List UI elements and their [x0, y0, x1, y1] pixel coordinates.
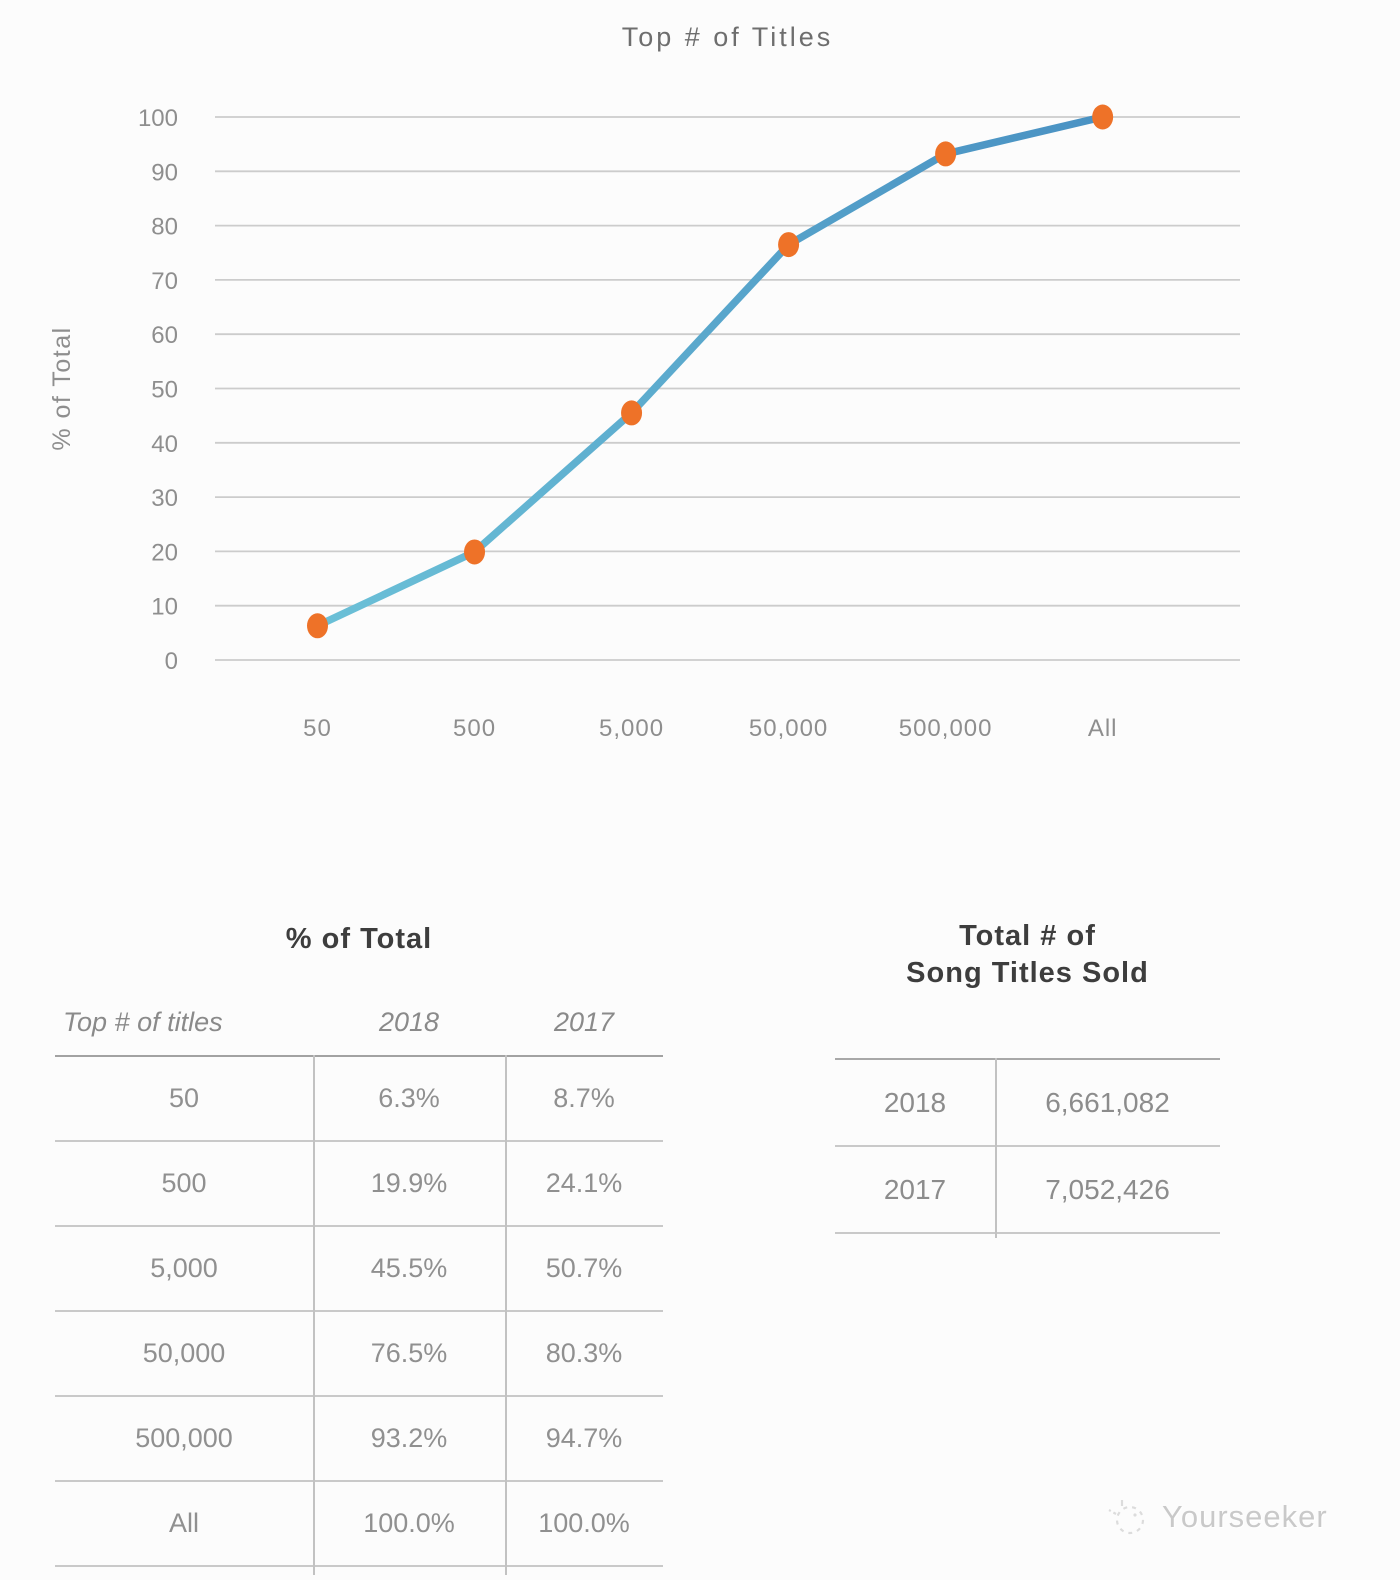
data-point-marker	[935, 141, 957, 167]
y-tick-label: 30	[151, 485, 178, 512]
value-2017-cell: 24.1%	[545, 1168, 623, 1198]
value-2018-cell: 6.3%	[378, 1083, 440, 1113]
y-tick-label: 20	[151, 539, 178, 566]
table-row: 50,000 76.5% 80.3%	[55, 1310, 663, 1395]
total-cell: 6,661,082	[1045, 1086, 1170, 1118]
value-2018-cell: 45.5%	[370, 1253, 448, 1283]
table-row: 2018 6,661,082	[835, 1060, 1220, 1145]
year-cell: 2018	[883, 1086, 947, 1118]
totals-table-title-line1: Total # of	[959, 920, 1096, 952]
year-cell: 2017	[883, 1173, 947, 1205]
x-tick-label: 500	[453, 715, 496, 742]
table-column-divider	[995, 1058, 997, 1238]
value-2017-cell: 94.7%	[545, 1423, 623, 1453]
y-tick-label: 80	[151, 214, 178, 241]
data-point-marker	[1092, 104, 1114, 130]
table-row: 2017 7,052,426	[835, 1145, 1220, 1232]
y-tick-label: 50	[151, 377, 178, 404]
x-tick-label: All	[1088, 715, 1118, 742]
watermark-label: Yourseeker	[1162, 1499, 1328, 1534]
y-tick-label: 100	[138, 105, 178, 132]
table-row: 5,000 45.5% 50.7%	[55, 1225, 663, 1310]
total-cell: 7,052,426	[1045, 1173, 1170, 1205]
percent-table-body: 50 6.3% 8.7% 500 19.9% 24.1% 5,000 45.5%…	[55, 1055, 663, 1567]
value-2017-cell: 80.3%	[545, 1338, 623, 1368]
totals-table-title: Total # of Song Titles Sold	[835, 918, 1220, 992]
y-tick-label: 10	[151, 594, 178, 621]
column-header-top-titles: Top # of titles	[63, 1006, 223, 1037]
value-2018-cell: 19.9%	[370, 1168, 448, 1198]
data-point-marker	[778, 232, 800, 258]
series-line	[313, 113, 1107, 630]
totals-table-title-line2: Song Titles Sold	[906, 957, 1149, 989]
chart-title: Top # of Titles	[621, 22, 834, 52]
data-point-marker	[307, 613, 328, 639]
line-chart-svg: 0 10 20 30 40 50 60 70 80 90 100 50 500 5,000 50,000 50…	[48, 104, 1240, 742]
value-2017-cell: 50.7%	[545, 1253, 623, 1283]
row-label-cell: 500	[161, 1168, 207, 1198]
value-2018-cell: 93.2%	[370, 1423, 448, 1453]
row-label-cell: 50,000	[142, 1338, 226, 1368]
value-2017-cell: 100.0%	[538, 1508, 630, 1538]
column-header-2018: 2018	[378, 1006, 440, 1037]
percent-table-title: % of Total	[285, 923, 433, 955]
value-2017-cell: 8.7%	[553, 1083, 615, 1113]
data-point-marker	[621, 400, 643, 426]
x-tick-label: 500,000	[899, 715, 993, 742]
table-row: 50 6.3% 8.7%	[55, 1057, 663, 1140]
table-row: All 100.0% 100.0%	[55, 1480, 663, 1565]
row-label-cell: 5,000	[150, 1253, 218, 1283]
table-column-divider	[313, 1055, 315, 1575]
table-row: 500,000 93.2% 94.7%	[55, 1395, 663, 1480]
yourseeker-logo-icon	[1108, 1500, 1145, 1535]
row-label-cell: 50	[168, 1083, 200, 1113]
table-row: 500 19.9% 24.1%	[55, 1140, 663, 1225]
watermark: Yourseeker	[1106, 1494, 1328, 1540]
y-tick-label: 60	[151, 322, 178, 349]
column-header-2017: 2017	[553, 1006, 615, 1037]
y-tick-label: 70	[151, 268, 178, 295]
x-tick-label: 5,000	[599, 715, 664, 742]
data-point-marker	[464, 539, 486, 565]
row-label-cell: 500,000	[135, 1423, 233, 1453]
totals-table-body: 2018 6,661,082 2017 7,052,426	[835, 1058, 1220, 1234]
y-tick-label: 90	[151, 159, 178, 186]
y-tick-label: 40	[151, 431, 178, 458]
y-axis-label: % of Total	[48, 326, 76, 450]
y-tick-label: 0	[165, 648, 178, 675]
table-column-divider	[505, 1055, 507, 1575]
value-2018-cell: 76.5%	[370, 1338, 448, 1368]
value-2018-cell: 100.0%	[363, 1508, 455, 1538]
x-tick-label: 50	[303, 715, 332, 742]
percent-table-header-row: Top # of titles 2018 2017	[55, 1000, 663, 1044]
row-label-cell: All	[168, 1508, 199, 1538]
x-tick-label: 50,000	[749, 715, 828, 742]
